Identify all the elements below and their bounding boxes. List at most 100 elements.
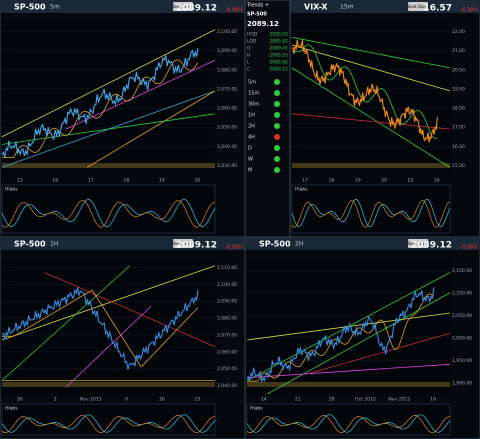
trendline xyxy=(65,59,216,130)
seat-button-label[interactable]: Seat Done xyxy=(408,241,429,246)
date-label: 16 xyxy=(159,397,165,403)
trendline xyxy=(44,272,216,348)
seat-button-label[interactable]: Seat Done xyxy=(408,4,429,9)
price-line xyxy=(1,287,199,370)
date-label: 19 xyxy=(159,178,165,184)
support-band xyxy=(2,382,215,387)
indicator-pane xyxy=(291,184,451,234)
signal-label: 5m xyxy=(248,80,256,86)
trendline xyxy=(246,363,451,379)
seat-button[interactable] xyxy=(173,239,193,248)
indicator-line xyxy=(291,200,451,228)
trendline xyxy=(1,265,216,341)
date-label: 20 xyxy=(194,178,200,184)
indicator-label: Hlabs xyxy=(250,406,263,412)
indicator-line xyxy=(291,199,451,228)
watchlist-tab[interactable]: SP-500 xyxy=(247,12,267,18)
row-value: 2089.41 xyxy=(269,46,288,52)
support-band xyxy=(292,163,450,168)
date-label: Nov 2015 xyxy=(80,397,102,403)
signal-dot xyxy=(274,123,280,129)
seat-button[interactable] xyxy=(173,2,193,11)
price-axis-label: 2,110.00 xyxy=(217,265,237,271)
price-axis-label: 2,150.00 xyxy=(452,268,472,274)
row-label: HOD xyxy=(247,32,258,38)
watchlist-price: 2089.12 xyxy=(247,20,279,28)
seat-button-label[interactable]: Seat Done xyxy=(173,4,194,9)
trendline xyxy=(1,29,216,138)
price-axis-label: 2,040.00 xyxy=(217,144,237,150)
date-label: 21 xyxy=(295,397,301,403)
price-line xyxy=(1,48,199,158)
seat-button[interactable] xyxy=(408,2,428,11)
price-axis-label: 2,050.00 xyxy=(217,125,237,131)
price-axis-label: 1,900.00 xyxy=(452,380,472,386)
last-price: 2089.12 xyxy=(411,241,452,251)
date-label: 2 xyxy=(54,397,57,403)
signal-dot xyxy=(274,145,280,151)
price-axis-label: 2,050.00 xyxy=(217,366,237,372)
indicator-line xyxy=(246,415,451,434)
moving-average xyxy=(292,44,438,139)
date-label: 9 xyxy=(125,397,128,403)
date-label: 20 xyxy=(381,178,387,184)
seat-button-label[interactable]: Seat Done xyxy=(173,241,194,246)
date-label: 14 xyxy=(261,397,267,403)
date-label: Nov 2015 xyxy=(388,397,410,403)
date-label: 24 xyxy=(434,178,440,184)
signal-label: 4H xyxy=(248,135,255,141)
signal-dot xyxy=(274,134,280,140)
support-band xyxy=(247,382,450,387)
symbol: SP-500 xyxy=(14,240,46,249)
symbol: SP-500 xyxy=(259,240,291,249)
watchlist-bg xyxy=(244,0,291,238)
signal-label: 2H xyxy=(248,124,255,130)
indicator-label: Hlabs xyxy=(295,187,308,193)
trendline xyxy=(307,332,451,375)
plot-area xyxy=(2,259,215,394)
signal-dot xyxy=(274,156,280,162)
price-axis-label: 2,100.00 xyxy=(217,29,237,35)
row-value: 2085.82 xyxy=(269,39,288,45)
price-axis-label: 1,950.00 xyxy=(452,358,472,364)
price-axis-label: 2,080.00 xyxy=(217,67,237,73)
indicator-pane xyxy=(1,403,216,436)
trendline xyxy=(291,67,451,168)
row-label: L xyxy=(247,60,250,66)
trendline xyxy=(291,44,451,92)
seat-button[interactable] xyxy=(408,239,428,248)
row-value: 2085.82 xyxy=(269,60,288,66)
trendline xyxy=(86,90,216,168)
price-axis-label: 2,090.00 xyxy=(217,48,237,54)
row-label: O xyxy=(247,46,251,52)
price-axis-label: 2,060.00 xyxy=(217,349,237,355)
row-value: 2095.55 xyxy=(269,53,288,59)
price-axis-label: 19.00 xyxy=(452,86,465,92)
signal-dot xyxy=(274,90,280,96)
trendline xyxy=(65,305,152,388)
interval: 2H xyxy=(295,241,303,248)
price-axis-label: 20.00 xyxy=(452,67,465,73)
date-label: 13 xyxy=(17,178,23,184)
price-axis-label: 16.00 xyxy=(452,144,465,150)
header-bar xyxy=(290,0,480,13)
trendline xyxy=(291,36,451,69)
last-price: 16.57 xyxy=(424,4,452,14)
signal-dot xyxy=(274,101,280,107)
indicator-label: Hlabs xyxy=(5,187,18,193)
row-value: 2095.55 xyxy=(269,32,288,38)
change: -0.08% xyxy=(225,8,243,14)
signal-dot xyxy=(274,112,280,118)
date-label: 23 xyxy=(408,178,414,184)
indicator-pane xyxy=(246,403,451,436)
price-axis-label: 2,000.00 xyxy=(452,335,472,341)
price-axis-label: 2,070.00 xyxy=(217,332,237,338)
watchlist-tab[interactable]: Trends + xyxy=(246,3,269,9)
price-axis-label: 2,050.00 xyxy=(452,313,472,319)
date-label: 16 xyxy=(430,397,436,403)
moving-average xyxy=(2,289,199,367)
signal-label: D xyxy=(248,146,252,152)
price-axis-label: 2,060.00 xyxy=(217,106,237,112)
signal-label: W xyxy=(248,157,253,163)
